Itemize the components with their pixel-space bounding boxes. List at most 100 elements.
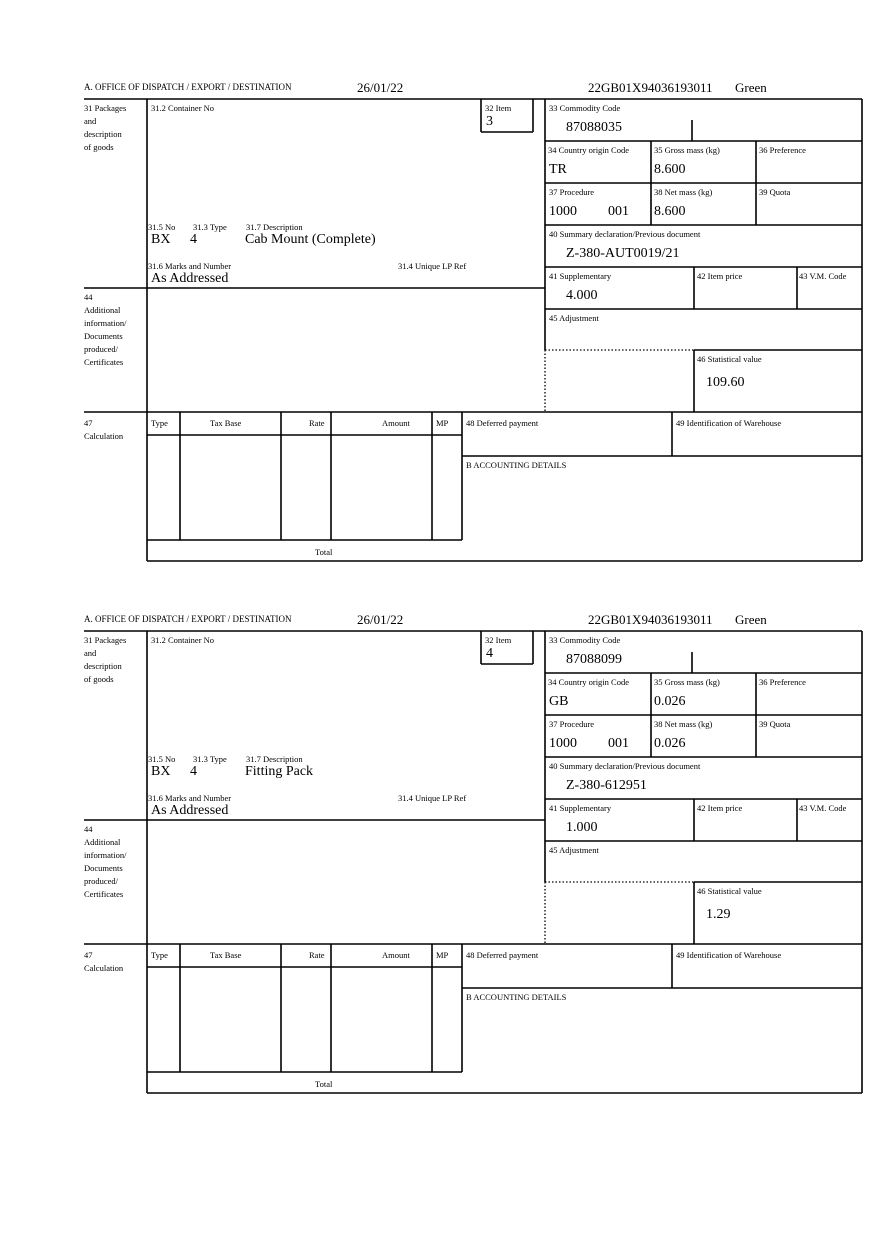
item-label: 32 Item: [485, 103, 512, 113]
statistical-label: 46 Statistical value: [697, 886, 762, 896]
preference-label: 36 Preference: [759, 145, 806, 155]
gross-value: 0.026: [654, 694, 686, 709]
quota-label: 39 Quota: [759, 187, 791, 197]
commodity-value: 87088099: [566, 652, 622, 667]
procedure-value: 1000: [549, 736, 577, 751]
additional-label: 44: [84, 292, 93, 302]
statistical-label: 46 Statistical value: [697, 354, 762, 364]
marks-label: 31.6 Marks and Number: [148, 793, 232, 803]
country-value: GB: [549, 694, 569, 709]
unique-ref-label: 31.4 Unique LP Ref: [398, 261, 467, 271]
form-grid: [84, 98, 863, 562]
preference-label: 36 Preference: [759, 677, 806, 687]
date-value: 26/01/22: [357, 80, 404, 95]
type-label: 31.3 Type: [193, 222, 227, 232]
calculation-label: 47: [84, 418, 93, 428]
calc-header-rate: Rate: [309, 418, 325, 428]
reference-value: 22GB01X94036193011: [588, 80, 713, 95]
deferred-label: 48 Deferred payment: [466, 418, 539, 428]
statistical-value: 109.60: [706, 375, 745, 390]
country-value: TR: [549, 162, 567, 177]
packages-label: 31 Packages: [84, 635, 127, 645]
supplementary-label: 41 Supplementary: [549, 803, 612, 813]
supplementary-value: 4.000: [566, 288, 598, 303]
office-label: A. OFFICE OF DISPATCH / EXPORT / DESTINA…: [84, 614, 292, 624]
previous-document-value: Z-380-AUT0019/21: [566, 246, 680, 261]
additional-label: Documents: [84, 863, 123, 873]
adjustment-label: 45 Adjustment: [549, 845, 599, 855]
calc-header-amount: Amount: [382, 418, 410, 428]
additional-label: produced/: [84, 876, 118, 886]
item-label: 32 Item: [485, 635, 512, 645]
statistical-value: 1.29: [706, 907, 731, 922]
procedure-label: 37 Procedure: [549, 719, 595, 729]
packages-label: description: [84, 661, 122, 671]
calculation-label: 47: [84, 950, 93, 960]
gross-label: 35 Gross mass (kg): [654, 677, 720, 687]
additional-label: Additional: [84, 305, 121, 315]
net-value: 8.600: [654, 204, 686, 219]
calc-header-tax-base: Tax Base: [210, 950, 242, 960]
packages-label: and: [84, 116, 97, 126]
supplementary-label: 41 Supplementary: [549, 271, 612, 281]
quota-label: 39 Quota: [759, 719, 791, 729]
pkg-no-value: 4: [190, 232, 197, 247]
gross-label: 35 Gross mass (kg): [654, 145, 720, 155]
route-value: Green: [735, 612, 767, 627]
commodity-label: 33 Commodity Code: [549, 635, 621, 645]
calculation-label: Calculation: [84, 431, 124, 441]
supplementary-value: 1.000: [566, 820, 598, 835]
total-label: Total: [315, 547, 333, 557]
vm-code-label: 43 V.M. Code: [799, 271, 847, 281]
adjustment-label: 45 Adjustment: [549, 313, 599, 323]
accounting-label: B ACCOUNTING DETAILS: [466, 460, 567, 470]
packages-label: of goods: [84, 674, 114, 684]
item-price-label: 42 Item price: [697, 271, 743, 281]
country-label: 34 Country origin Code: [548, 677, 629, 687]
calc-header-mp: MP: [436, 418, 449, 428]
summary-label: 40 Summary declaration/Previous document: [549, 761, 701, 771]
packages-label: 31 Packages: [84, 103, 127, 113]
packages-label: and: [84, 648, 97, 658]
procedure-add-value: 001: [608, 204, 629, 219]
no-label: 31.5 No: [148, 754, 176, 764]
route-value: Green: [735, 80, 767, 95]
net-label: 38 Net mass (kg): [654, 187, 713, 197]
commodity-value: 87088035: [566, 120, 622, 135]
container-label: 31.2 Container No: [151, 103, 215, 113]
item-value: 4: [486, 646, 493, 661]
calc-header-amount: Amount: [382, 950, 410, 960]
description-value: Fitting Pack: [245, 764, 314, 779]
form-grid: [84, 630, 863, 1094]
commodity-label: 33 Commodity Code: [549, 103, 621, 113]
calc-header-type: Type: [151, 418, 168, 428]
summary-label: 40 Summary declaration/Previous document: [549, 229, 701, 239]
type-label: 31.3 Type: [193, 754, 227, 764]
additional-label: produced/: [84, 344, 118, 354]
procedure-value: 1000: [549, 204, 577, 219]
calc-header-rate: Rate: [309, 950, 325, 960]
net-label: 38 Net mass (kg): [654, 719, 713, 729]
description-label: 31.7 Description: [246, 754, 303, 764]
vm-code-label: 43 V.M. Code: [799, 803, 847, 813]
additional-label: information/: [84, 850, 127, 860]
reference-value: 22GB01X94036193011: [588, 612, 713, 627]
net-value: 0.026: [654, 736, 686, 751]
total-label: Total: [315, 1079, 333, 1089]
additional-label: information/: [84, 318, 127, 328]
calculation-label: Calculation: [84, 963, 124, 973]
calc-header-type: Type: [151, 950, 168, 960]
item-price-label: 42 Item price: [697, 803, 743, 813]
calc-header-tax-base: Tax Base: [210, 418, 242, 428]
unique-ref-label: 31.4 Unique LP Ref: [398, 793, 467, 803]
calc-header-mp: MP: [436, 950, 449, 960]
description-label: 31.7 Description: [246, 222, 303, 232]
item-value: 3: [486, 114, 493, 129]
additional-label: 44: [84, 824, 93, 834]
marks-value: As Addressed: [151, 271, 229, 286]
no-label: 31.5 No: [148, 222, 176, 232]
additional-label: Additional: [84, 837, 121, 847]
additional-label: Certificates: [84, 889, 124, 899]
office-label: A. OFFICE OF DISPATCH / EXPORT / DESTINA…: [84, 82, 292, 92]
deferred-label: 48 Deferred payment: [466, 950, 539, 960]
